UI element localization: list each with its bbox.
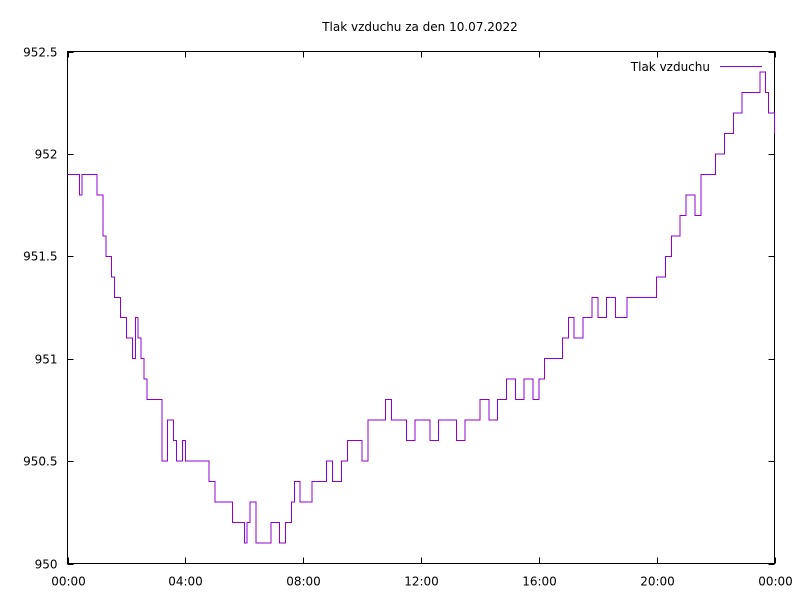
y-tick-label: 951.5 [23, 250, 57, 264]
series-line-tlak-vzduchu [67, 71, 775, 544]
plot-frame [67, 51, 775, 564]
x-tick-label: 08:00 [286, 575, 321, 589]
x-tick-label: 20:00 [640, 575, 675, 589]
legend-label: Tlak vzduchu [630, 60, 710, 74]
x-tick-label: 00:00 [758, 575, 793, 589]
y-tick-label: 950.5 [23, 455, 57, 469]
axis-ticks [67, 51, 776, 565]
y-tick-label: 951 [35, 353, 58, 367]
axis-tick-labels: 00:00 04:00 08:00 12:00 16:00 20:00 00:00 950 95… [23, 46, 793, 589]
x-tick-label: 04:00 [168, 575, 203, 589]
y-tick-label: 952.5 [23, 46, 57, 60]
y-tick-label: 950 [35, 558, 58, 572]
x-tick-label: 12:00 [404, 575, 439, 589]
y-tick-label: 952 [35, 148, 58, 162]
legend: Tlak vzduchu [630, 60, 762, 74]
x-tick-label: 16:00 [522, 575, 557, 589]
x-tick-label: 00:00 [51, 575, 86, 589]
chart-title: Tlak vzduchu za den 10.07.2022 [321, 20, 518, 34]
